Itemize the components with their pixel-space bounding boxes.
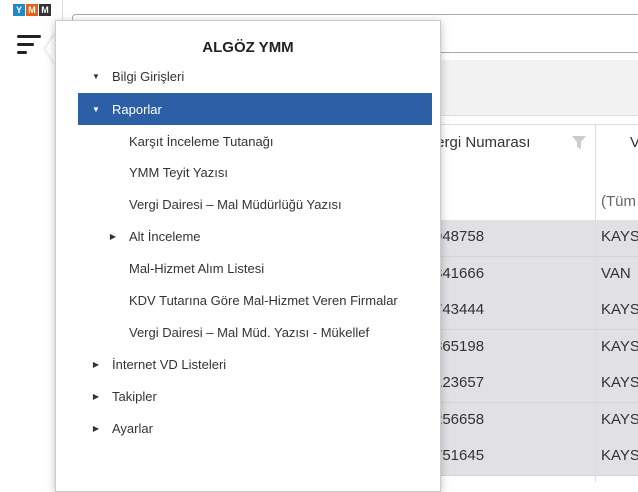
menu-item[interactable]: ▶ Takipler [78,380,432,412]
column-header-vergi-numarasi[interactable]: Vergi Numarası [427,134,531,151]
filter-icon[interactable] [572,136,586,149]
menu-item-label: Karşıt İnceleme Tutanağı [129,133,274,149]
menu-item-label: Takipler [112,388,157,404]
table-cell: 256658 [434,410,485,428]
menu-item-label: Raporlar [112,101,162,117]
popup-title: ALGÖZ YMM [202,39,294,56]
menu-item[interactable]: YMM Teyit Yazısı [78,156,432,188]
table-cell: 948758 [434,228,485,245]
caret-down-icon: ▼ [92,71,100,81]
menu-item-label: YMM Teyit Yazısı [129,164,228,180]
menu-item-label: Ayarlar [112,420,153,436]
menu-item[interactable]: ▼ Raporlar [78,93,432,125]
logo-letter: M [39,4,51,16]
navigation-popup: ALGÖZ YMM ▼ Bilgi Girişleri ▼ Raporlar Karşı… [55,20,441,492]
table-cell: KAYS [601,447,638,464]
caret-right-icon: ▶ [92,359,100,369]
table-cell: 341666 [434,264,485,282]
caret-down-icon: ▼ [92,104,100,114]
table-cell: KAYS [601,337,638,355]
menu-item[interactable]: Vergi Dairesi – Mal Müdürlüğü Yazısı [78,188,432,220]
table-cell: KAYS [601,410,638,428]
column-divider [595,124,596,482]
caret-right-icon: ▶ [92,423,100,433]
menu-item[interactable]: ▶ Ayarlar [78,412,432,444]
menu-item[interactable]: ▶ İnternet VD Listeleri [78,348,432,380]
caret-right-icon: ▶ [109,231,117,241]
table-cell: 365198 [434,337,485,355]
menu-item[interactable]: Mal-Hizmet Alım Listesi [78,252,432,284]
table-cell: KAYS [601,301,638,318]
menu-item-label: Vergi Dairesi – Mal Müd. Yazısı - Mükell… [129,324,370,340]
table-cell: KAYS [601,374,638,391]
table-cell: KAYS [601,228,638,245]
menu-item[interactable]: Vergi Dairesi – Mal Müd. Yazısı - Mükell… [78,316,432,348]
table-cell: 743444 [434,301,485,318]
menu-item-label: Mal-Hizmet Alım Listesi [129,260,265,276]
logo-letter: M [26,4,38,16]
popup-arrow [45,33,56,65]
menu-item-label: Alt İnceleme [129,228,201,244]
column-header-vd[interactable]: V [630,134,638,151]
menu-item[interactable]: ▶ Alt İnceleme [78,220,432,252]
caret-right-icon: ▶ [92,391,100,401]
menu-item-label: Vergi Dairesi – Mal Müdürlüğü Yazısı [129,196,342,212]
hamburger-menu-icon[interactable] [17,35,41,57]
table-cell: 751645 [434,447,485,464]
menu-item[interactable]: Karşıt İnceleme Tutanağı [78,125,432,157]
menu-item-label: Bilgi Girişleri [112,68,185,84]
menu-item[interactable]: KDV Tutarına Göre Mal-Hizmet Veren Firma… [78,284,432,316]
menu-item-label: KDV Tutarına Göre Mal-Hizmet Veren Firma… [129,292,398,308]
logo-letter: Y [13,4,25,16]
table-cell: VAN [601,264,631,282]
menu-item[interactable]: ▼ Bilgi Girişleri [78,60,432,92]
table-cell: 123657 [434,374,485,391]
filter-vd[interactable]: (Tüm [601,193,636,210]
menu-item-label: İnternet VD Listeleri [112,356,227,372]
